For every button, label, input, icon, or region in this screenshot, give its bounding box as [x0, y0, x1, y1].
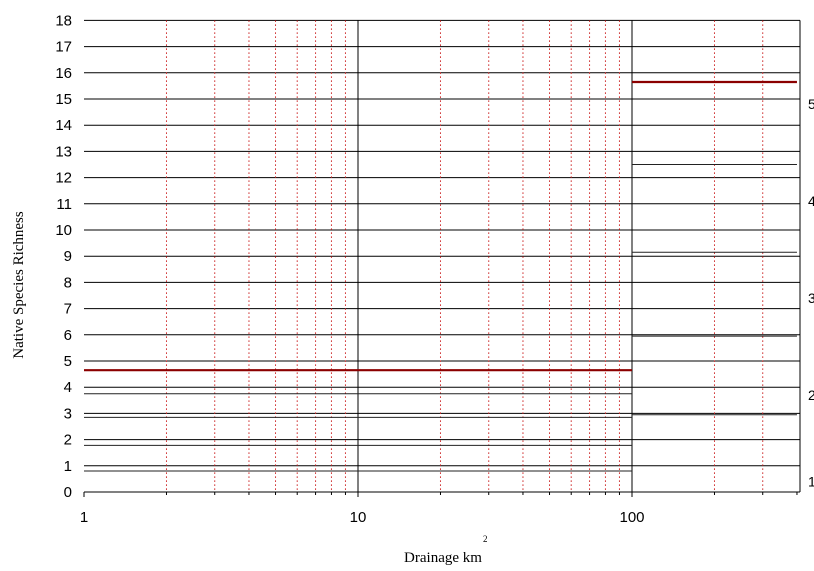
- y-tick-label: 13: [55, 143, 72, 160]
- right-edge-label: 5: [808, 96, 814, 112]
- right-edge-label: 3: [808, 290, 814, 306]
- series: [84, 80, 797, 472]
- y-tick-label: 3: [64, 405, 72, 422]
- y-tick-label: 15: [55, 91, 72, 108]
- right-edge-label: 1: [808, 474, 814, 490]
- x-tick-label: 100: [619, 509, 644, 526]
- x-tick-label: 1: [80, 509, 88, 526]
- gridlines: [83, 19, 801, 497]
- y-axis-label: Native Species Richness: [11, 211, 27, 359]
- y-tick-label: 4: [64, 379, 72, 396]
- right-edge-label: 2: [808, 387, 814, 403]
- y-tick-label: 12: [55, 170, 72, 187]
- right-edge-label: 4: [808, 193, 814, 209]
- y-tick-label: 14: [55, 117, 72, 134]
- y-tick-label: 11: [56, 196, 72, 213]
- y-tick-label: 18: [55, 12, 72, 29]
- y-tick-label: 1: [64, 458, 72, 475]
- x-axis-label: Drainage km: [404, 550, 482, 566]
- y-tick-label: 10: [55, 222, 72, 239]
- y-tick-label: 7: [64, 301, 72, 318]
- y-tick-label: 2: [64, 432, 72, 449]
- y-tick-label: 16: [55, 65, 72, 82]
- y-tick-label: 0: [64, 484, 72, 501]
- y-tick-label: 5: [64, 353, 72, 370]
- x-axis-label-superscript: 2: [483, 534, 488, 544]
- y-tick-label: 9: [64, 248, 72, 265]
- y-tick-label: 17: [55, 39, 72, 56]
- y-tick-label: 8: [64, 274, 72, 291]
- x-tick-label: 10: [350, 509, 367, 526]
- y-tick-label: 6: [64, 327, 72, 344]
- right-edge-labels: 5 4 3 2 1: [808, 96, 814, 489]
